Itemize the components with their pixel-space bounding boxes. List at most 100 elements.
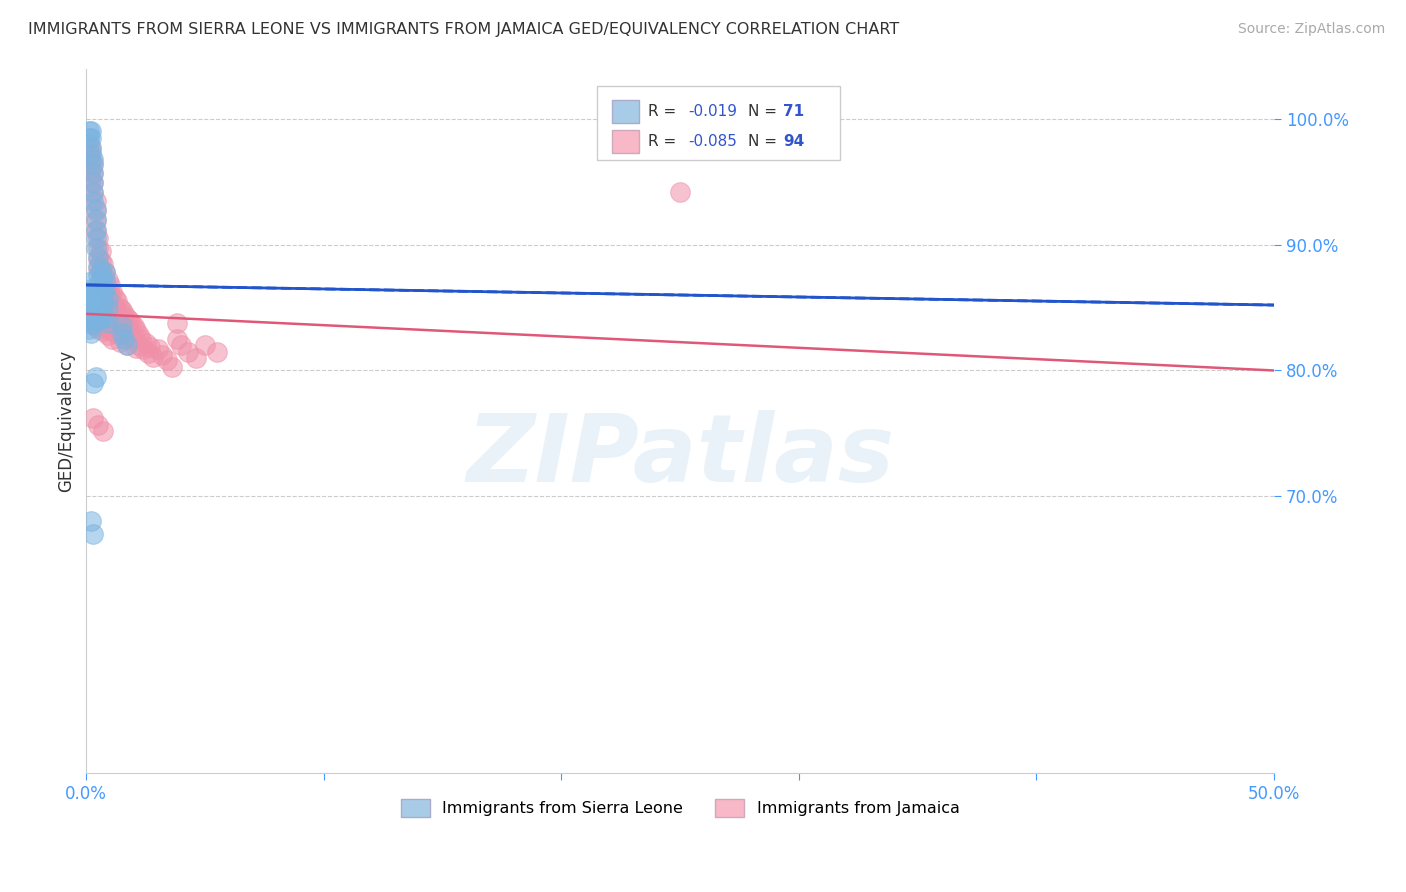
- Point: [87, 268, 110, 282]
- Point: [84, 305, 107, 319]
- Point: [80, 515, 103, 529]
- Point: [142, 350, 165, 364]
- Point: [84, 369, 107, 384]
- Point: [98, 323, 121, 337]
- Point: [139, 340, 162, 354]
- Text: 94: 94: [783, 134, 804, 149]
- Point: [170, 338, 193, 352]
- FancyBboxPatch shape: [613, 100, 638, 123]
- Point: [98, 298, 121, 312]
- Point: [84, 299, 107, 313]
- Point: [87, 231, 110, 245]
- Point: [94, 319, 117, 334]
- Point: [84, 203, 107, 218]
- Point: [194, 338, 217, 352]
- Point: [146, 342, 169, 356]
- Point: [98, 288, 121, 302]
- Point: [84, 313, 107, 327]
- Point: [97, 328, 120, 343]
- Point: [77, 295, 100, 310]
- Point: [82, 152, 104, 166]
- Point: [97, 273, 120, 287]
- Point: [80, 147, 103, 161]
- Point: [150, 348, 173, 362]
- Point: [118, 313, 141, 327]
- FancyBboxPatch shape: [613, 130, 638, 153]
- Point: [80, 291, 103, 305]
- Point: [94, 283, 117, 297]
- Point: [97, 293, 120, 307]
- Point: [87, 261, 110, 276]
- Point: [125, 323, 148, 337]
- Point: [104, 291, 127, 305]
- Point: [84, 202, 107, 217]
- Point: [80, 173, 103, 187]
- Point: [82, 313, 104, 327]
- Point: [136, 346, 159, 360]
- Point: [82, 156, 104, 170]
- Point: [97, 316, 120, 330]
- Point: [84, 319, 107, 334]
- FancyBboxPatch shape: [598, 87, 841, 160]
- Point: [77, 136, 100, 151]
- Point: [80, 326, 103, 340]
- Point: [90, 262, 112, 277]
- Point: [77, 157, 100, 171]
- Point: [82, 376, 104, 390]
- Point: [87, 252, 110, 266]
- Point: [90, 316, 112, 330]
- Point: [91, 424, 114, 438]
- Point: [84, 224, 107, 238]
- Point: [77, 147, 100, 161]
- Point: [84, 212, 107, 227]
- Point: [112, 332, 135, 346]
- Point: [108, 301, 131, 315]
- Point: [111, 303, 134, 318]
- Point: [77, 313, 100, 327]
- Point: [84, 291, 107, 305]
- Point: [82, 158, 104, 172]
- Point: [80, 139, 103, 153]
- Point: [111, 319, 134, 334]
- Point: [135, 335, 157, 350]
- Point: [118, 323, 141, 337]
- Point: [80, 288, 103, 302]
- Point: [82, 310, 104, 324]
- Point: [115, 320, 138, 334]
- Point: [80, 143, 103, 157]
- Point: [184, 351, 207, 365]
- Point: [111, 326, 134, 340]
- Point: [77, 322, 100, 336]
- Point: [91, 307, 114, 321]
- Point: [90, 312, 112, 326]
- Point: [669, 185, 692, 199]
- Point: [94, 265, 117, 279]
- Point: [122, 329, 145, 343]
- Point: [84, 194, 107, 208]
- Point: [90, 303, 112, 318]
- Point: [104, 326, 127, 340]
- Point: [91, 284, 114, 298]
- Point: [205, 344, 228, 359]
- Point: [94, 276, 117, 290]
- Point: [105, 304, 128, 318]
- Point: [82, 185, 104, 199]
- Point: [77, 307, 100, 321]
- Point: [94, 265, 117, 279]
- Point: [177, 344, 200, 359]
- Point: [82, 166, 104, 180]
- Point: [108, 334, 131, 349]
- Point: [120, 332, 142, 346]
- Point: [84, 314, 107, 328]
- Point: [80, 305, 103, 319]
- Point: [82, 285, 104, 300]
- Point: [82, 294, 104, 309]
- Point: [166, 332, 188, 346]
- Point: [82, 294, 104, 309]
- Point: [82, 176, 104, 190]
- Point: [77, 124, 100, 138]
- Point: [112, 307, 135, 321]
- Text: -0.019: -0.019: [689, 103, 738, 119]
- Point: [80, 124, 103, 138]
- Point: [87, 417, 110, 432]
